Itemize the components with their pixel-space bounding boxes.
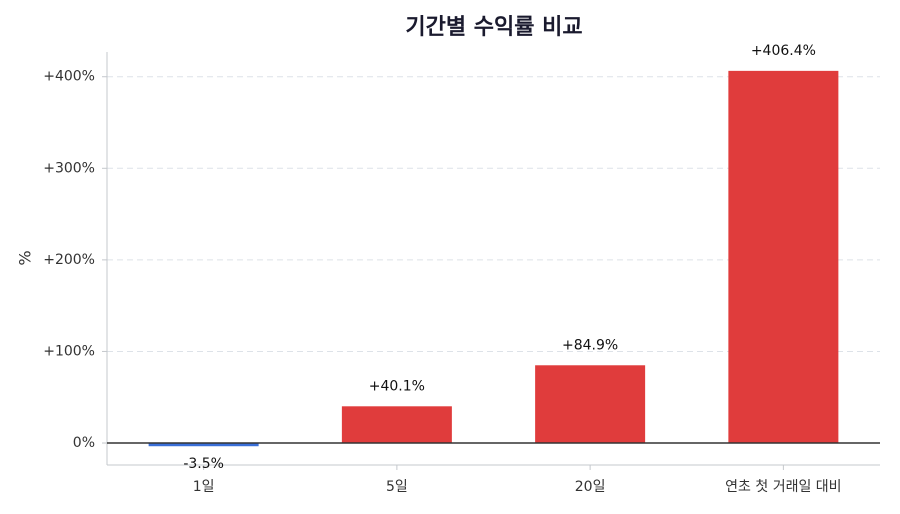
bar — [728, 70, 839, 444]
x-tick-label: 20일 — [575, 479, 606, 495]
value-label: -3.5% — [183, 456, 224, 472]
bar — [148, 443, 259, 447]
value-label: +84.9% — [562, 337, 618, 353]
y-axis-label: % — [16, 250, 35, 265]
value-label: +406.4% — [751, 43, 816, 59]
chart-title: 기간별 수익률 비교 — [405, 15, 582, 40]
y-tick-label: +100% — [43, 343, 95, 359]
y-tick-label: 0% — [73, 435, 95, 451]
x-tick-label: 1일 — [193, 479, 215, 495]
x-tick-label: 연초 첫 거래일 대비 — [725, 479, 841, 495]
bar — [535, 365, 646, 444]
y-tick-label: +200% — [43, 252, 95, 268]
bar — [341, 406, 452, 444]
x-tick-label: 5일 — [386, 479, 408, 495]
y-tick-label: +400% — [43, 69, 95, 85]
y-tick-label: +300% — [43, 160, 95, 176]
value-label: +40.1% — [369, 378, 425, 394]
